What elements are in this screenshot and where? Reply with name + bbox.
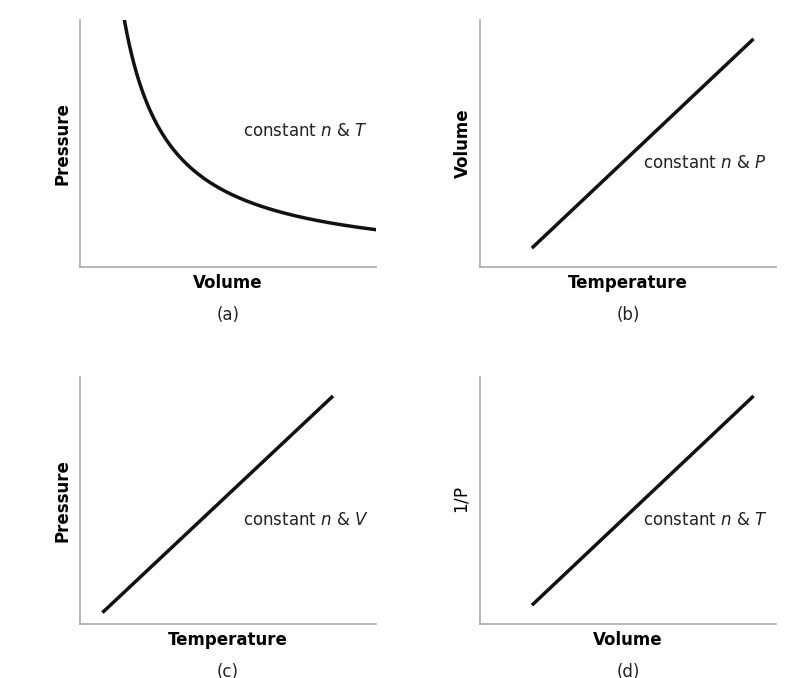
Y-axis label: $\mathregular{1/P}$: $\mathregular{1/P}$	[454, 487, 471, 515]
Text: (b): (b)	[616, 306, 640, 324]
Y-axis label: Pressure: Pressure	[54, 102, 72, 185]
X-axis label: Volume: Volume	[194, 274, 263, 292]
X-axis label: Temperature: Temperature	[568, 274, 688, 292]
Text: (d): (d)	[616, 663, 640, 678]
X-axis label: Volume: Volume	[593, 631, 662, 649]
Y-axis label: Pressure: Pressure	[54, 459, 72, 542]
Text: constant $n$ & $V$: constant $n$ & $V$	[243, 511, 369, 530]
Text: constant $n$ & $T$: constant $n$ & $T$	[642, 511, 767, 530]
Text: constant $n$ & $P$: constant $n$ & $P$	[642, 154, 766, 172]
Text: (a): (a)	[217, 306, 239, 324]
Text: constant $n$ & $T$: constant $n$ & $T$	[243, 122, 368, 140]
Y-axis label: Volume: Volume	[454, 108, 471, 178]
X-axis label: Temperature: Temperature	[168, 631, 288, 649]
Text: (c): (c)	[217, 663, 239, 678]
